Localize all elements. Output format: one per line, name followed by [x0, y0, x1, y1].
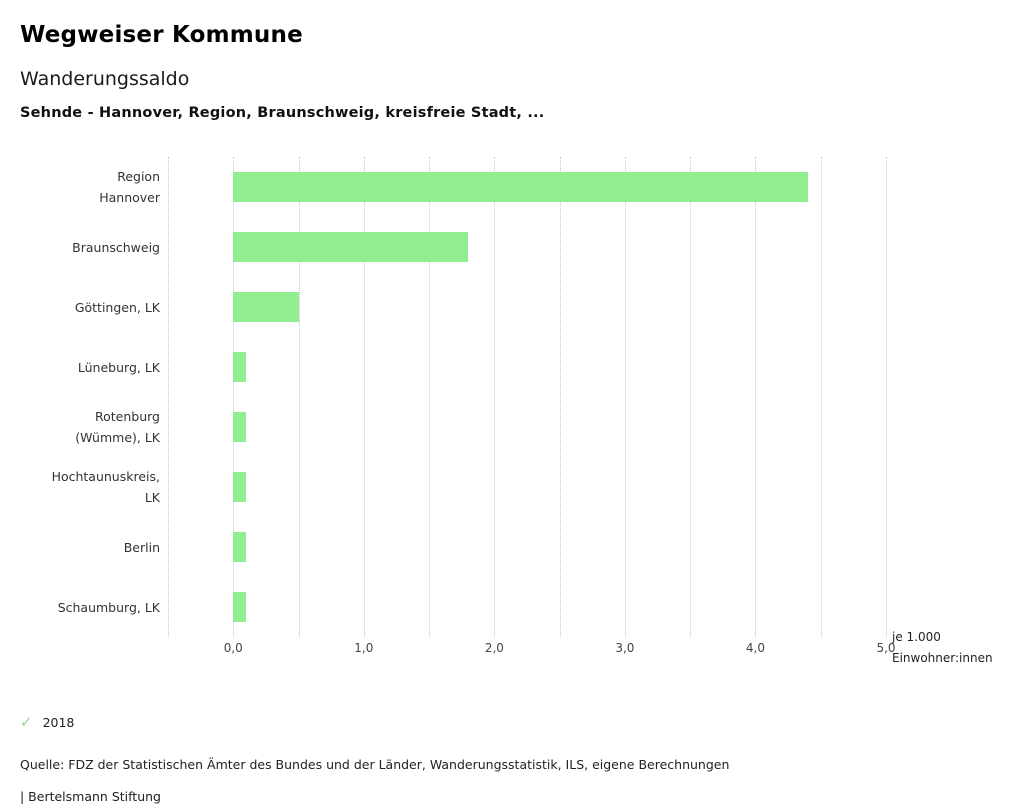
category-label: Rotenburg (Wümme), LK	[75, 409, 160, 445]
chart-row: Berlin	[20, 517, 1004, 577]
row-plot-area	[168, 397, 886, 457]
category-label: Schaumburg, LK	[57, 599, 160, 615]
x-tick-label: 5,0	[876, 641, 896, 655]
bar	[233, 172, 808, 202]
bar	[233, 532, 247, 562]
category-label: Berlin	[123, 539, 160, 555]
bar	[233, 232, 469, 262]
axis-unit-label: je 1.000 Einwohner:innen	[892, 627, 1024, 669]
row-plot-area	[168, 517, 886, 577]
bar	[233, 412, 247, 442]
chart-series-title: Sehnde - Hannover, Region, Braunschweig,…	[20, 105, 545, 121]
chart-row: Hochtaunuskreis, LK	[20, 457, 1004, 517]
bar	[233, 592, 247, 622]
category-label: Göttingen, LK	[74, 299, 160, 315]
category-label: Region Hannover	[99, 169, 160, 205]
chart-row: Göttingen, LK	[20, 277, 1004, 337]
category-label: Braunschweig	[72, 239, 160, 255]
row-plot-area	[168, 217, 886, 277]
bar	[233, 472, 247, 502]
check-icon[interactable]: ✓	[20, 713, 33, 731]
chart-row: Region Hannover	[20, 157, 1004, 217]
x-tick-label: 2,0	[484, 641, 504, 655]
x-axis: 0,0 1,0 2,0 3,0 4,0 5,0	[168, 641, 896, 663]
row-plot-area	[168, 457, 886, 517]
chart-row: Braunschweig	[20, 217, 1004, 277]
chart-subtitle: Wanderungssaldo	[20, 68, 190, 90]
x-tick-label: 1,0	[354, 641, 374, 655]
page-title: Wegweiser Kommune	[20, 22, 303, 48]
row-plot-area	[168, 157, 886, 217]
chart-rows: Region Hannover Braunschweig Göttingen, LK L…	[20, 157, 1004, 637]
bar-chart: Region Hannover Braunschweig Göttingen, LK L…	[20, 157, 1004, 683]
category-label: Hochtaunuskreis, LK	[51, 469, 160, 505]
bar	[233, 352, 247, 382]
row-plot-area	[168, 337, 886, 397]
x-tick-label: 0,0	[223, 641, 243, 655]
chart-row: Schaumburg, LK	[20, 577, 1004, 637]
category-label: Lüneburg, LK	[77, 359, 160, 375]
x-tick-label: 4,0	[745, 641, 765, 655]
legend-item-2018[interactable]: 2018	[42, 714, 75, 730]
source-text: Quelle: FDZ der Statistischen Ämter des …	[20, 757, 730, 772]
bar	[233, 292, 299, 322]
legend: ✓ 2018	[20, 713, 1004, 731]
axis-unit-line2: Einwohner:innen	[892, 651, 993, 665]
row-plot-area	[168, 577, 886, 637]
chart-row: Lüneburg, LK	[20, 337, 1004, 397]
chart-row: Rotenburg (Wümme), LK	[20, 397, 1004, 457]
axis-unit-line1: je 1.000	[892, 630, 941, 644]
x-tick-label: 3,0	[615, 641, 635, 655]
row-plot-area	[168, 277, 886, 337]
